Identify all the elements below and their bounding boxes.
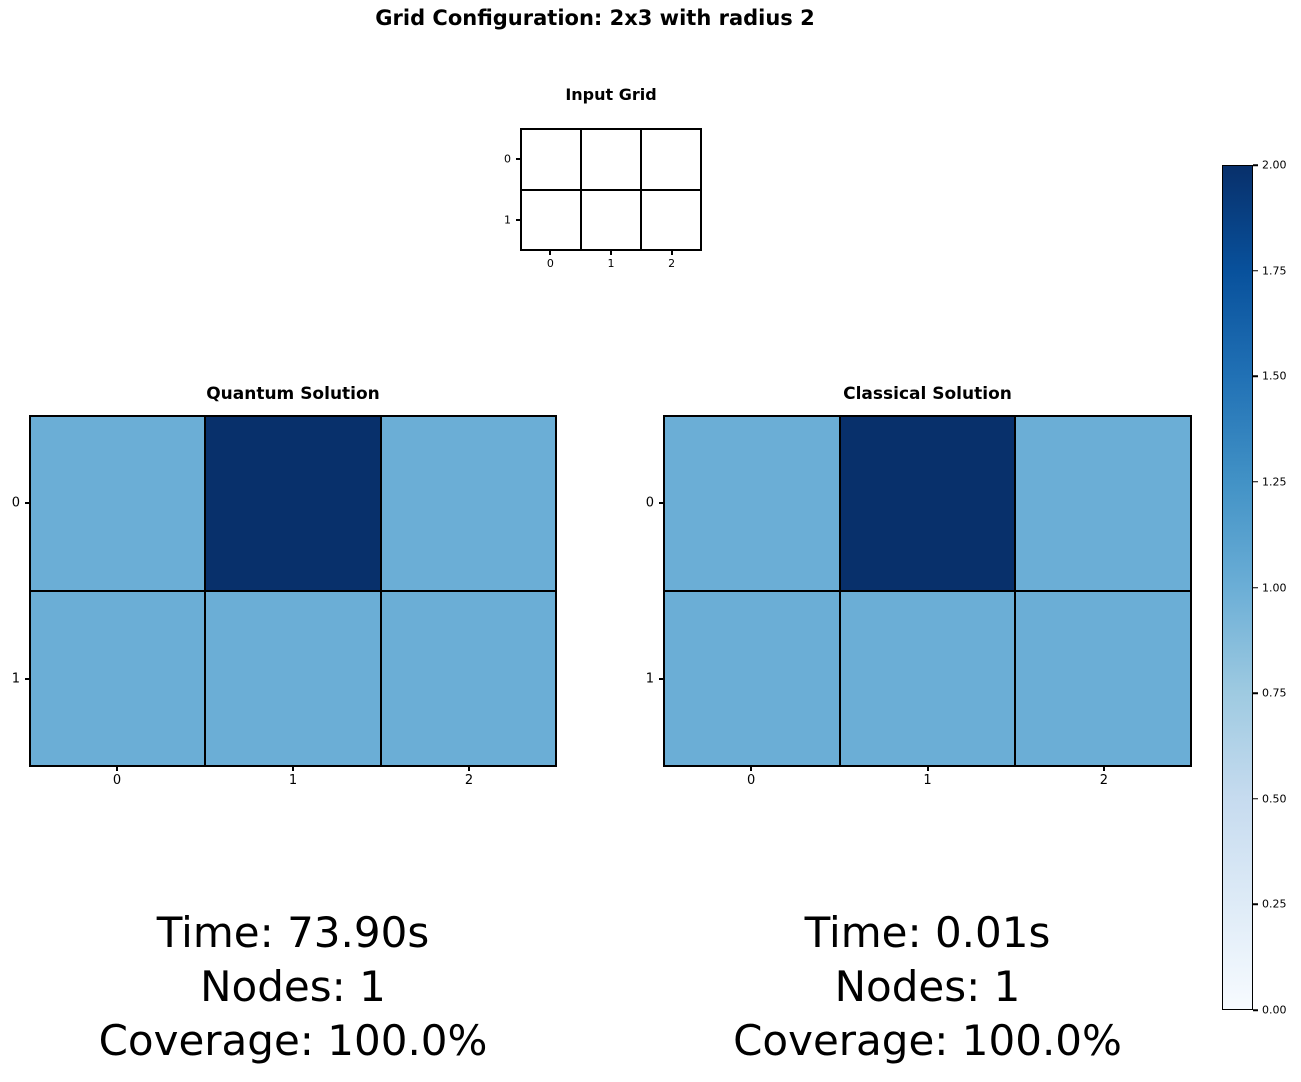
x-tick-label: 2: [464, 773, 474, 788]
grid-cell: [521, 189, 581, 250]
classical-coverage: Coverage: 100.0%: [733, 1016, 1122, 1065]
grid-cell: [380, 416, 556, 591]
grid-cell: [839, 416, 1016, 591]
y-tick-mark: [516, 157, 520, 160]
y-tick-label: 0: [645, 495, 654, 511]
classical-stats-text: Time: 0.01s Nodes: 1 Coverage: 100.0%: [663, 906, 1192, 1068]
grid-cell: [581, 189, 641, 250]
colorbar-tick-label: 2.00: [1262, 158, 1287, 172]
x-tick-mark: [610, 251, 612, 255]
colorbar-tick-label: 0.00: [1262, 1003, 1287, 1017]
grid-cell: [380, 591, 556, 766]
x-tick-label: 2: [668, 257, 676, 270]
colorbar-tick-mark: [1253, 375, 1258, 377]
input-grid-heatmap: [520, 128, 702, 251]
x-tick-mark: [468, 767, 470, 771]
quantum-time: Time: 73.90s: [156, 908, 430, 957]
x-tick-label: 1: [607, 257, 615, 270]
x-tick-label: 0: [747, 773, 756, 788]
classical-solution-title: Classical Solution: [843, 384, 1012, 404]
y-tick-mark: [659, 502, 663, 504]
classical-solution-heatmap: [663, 415, 1192, 767]
grid-cell: [1015, 416, 1191, 591]
quantum-solution-heatmap: [29, 415, 557, 767]
grid-cell: [664, 416, 840, 591]
x-tick-mark: [750, 767, 753, 771]
classical-solution-x-axis: 0 1 2: [663, 767, 1192, 795]
y-tick-mark: [25, 678, 29, 680]
grid-cell: [30, 591, 206, 766]
input-grid-title: Input Grid: [565, 85, 657, 104]
colorbar-tick-label: 1.50: [1262, 369, 1287, 383]
x-tick-label: 0: [546, 257, 554, 270]
quantum-solution-title: Quantum Solution: [206, 384, 380, 404]
x-tick-mark: [292, 767, 294, 771]
classical-nodes: Nodes: 1: [834, 962, 1021, 1011]
x-tick-mark: [926, 767, 929, 771]
quantum-nodes: Nodes: 1: [200, 962, 386, 1011]
x-tick-label: 1: [923, 773, 932, 788]
classical-time: Time: 0.01s: [804, 908, 1051, 957]
grid-cell: [641, 189, 701, 250]
y-tick-label: 1: [504, 213, 511, 227]
colorbar-tick-mark: [1253, 1009, 1258, 1011]
quantum-solution-x-axis: 0 1 2: [29, 767, 557, 795]
y-tick-label: 1: [645, 671, 654, 687]
grid-cell: [839, 591, 1016, 766]
grid-cell: [205, 416, 381, 591]
grid-cell: [581, 129, 641, 190]
y-tick-mark: [25, 502, 29, 504]
colorbar-tick-label: 0.50: [1262, 792, 1287, 806]
x-tick-mark: [1102, 767, 1105, 771]
x-tick-mark: [116, 767, 118, 771]
colorbar-tick-mark: [1253, 798, 1258, 800]
y-tick-label: 0: [504, 152, 511, 166]
figure-title: Grid Configuration: 2x3 with radius 2: [375, 6, 815, 30]
y-tick-label: 0: [11, 495, 20, 511]
colorbar-axis: 2.00 1.75 1.50 1.25 1.00 0.75 0.50 0.25 0.00: [1253, 160, 1299, 1016]
quantum-stats-text: Time: 73.90s Nodes: 1 Coverage: 100.0%: [29, 906, 557, 1068]
y-tick-mark: [516, 219, 520, 222]
x-tick-mark: [549, 251, 552, 255]
colorbar-tick-mark: [1253, 586, 1258, 589]
colorbar-tick-mark: [1253, 692, 1258, 694]
grid-cell: [30, 416, 206, 591]
x-tick-mark: [670, 251, 673, 255]
colorbar-tick-mark: [1253, 164, 1258, 166]
x-tick-label: 0: [112, 773, 122, 788]
grid-cell: [641, 129, 701, 190]
quantum-coverage: Coverage: 100.0%: [98, 1016, 488, 1065]
colorbar-tick-mark: [1253, 903, 1258, 906]
y-tick-label: 1: [11, 671, 20, 687]
grid-cell: [664, 591, 840, 766]
colorbar-tick-mark: [1253, 269, 1258, 272]
grid-cell: [521, 129, 581, 190]
colorbar-tick-label: 0.75: [1262, 686, 1287, 700]
grid-cell: [1015, 591, 1191, 766]
colorbar-tick-label: 1.00: [1262, 581, 1287, 594]
y-tick-mark: [659, 678, 663, 680]
colorbar-tick-mark: [1253, 481, 1258, 483]
colorbar: [1222, 165, 1253, 1010]
input-grid-x-axis: 0 1 2: [520, 251, 702, 277]
grid-cell: [205, 591, 381, 766]
colorbar-tick-label: 1.75: [1262, 264, 1287, 278]
x-tick-label: 1: [288, 773, 298, 788]
colorbar-tick-label: 1.25: [1262, 475, 1287, 489]
x-tick-label: 2: [1099, 773, 1108, 788]
colorbar-tick-label: 0.25: [1262, 897, 1287, 911]
